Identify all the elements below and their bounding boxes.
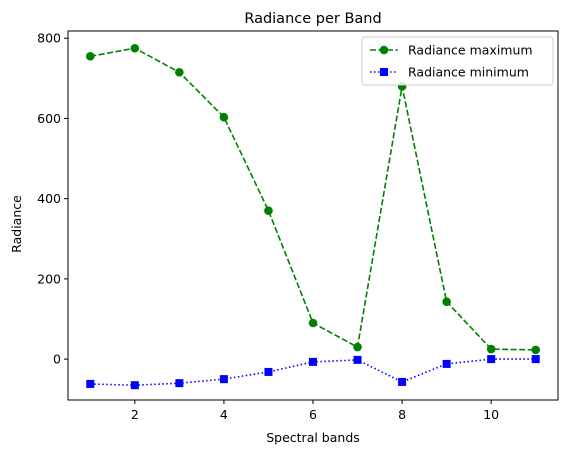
data-point-2-11 xyxy=(531,355,540,364)
data-point-1-3 xyxy=(175,68,184,77)
data-point-2-4 xyxy=(219,375,228,384)
data-point-2-8 xyxy=(398,377,407,386)
data-point-2-10 xyxy=(487,355,496,364)
data-point-2-6 xyxy=(309,357,317,366)
axes-frame xyxy=(67,30,559,401)
legend-label-1: Radiance maximum xyxy=(408,43,533,58)
plot-area xyxy=(85,43,541,390)
data-point-2-3 xyxy=(175,379,184,388)
legend-box xyxy=(361,36,554,86)
y-tick-label-400: 400 xyxy=(37,191,61,206)
data-point-1-6 xyxy=(308,318,318,328)
data-point-1-5 xyxy=(264,206,273,215)
x-axis-label: Spectral bands xyxy=(266,430,360,445)
y-axis-label: Radiance xyxy=(9,195,24,253)
data-point-2-9 xyxy=(442,359,451,368)
x-tick-label-8: 8 xyxy=(398,407,406,422)
y-tick-label-200: 200 xyxy=(37,271,61,286)
chart-title: Radiance per Band xyxy=(244,11,381,27)
data-point-1-9 xyxy=(442,297,451,307)
series-line-1 xyxy=(90,47,536,351)
data-point-2-2 xyxy=(130,381,139,390)
y-tick-label-0: 0 xyxy=(53,352,61,367)
y-tick-label-600: 600 xyxy=(37,111,61,126)
x-tick-label-4: 4 xyxy=(220,407,228,422)
data-point-2-1 xyxy=(86,379,95,388)
data-point-1-7 xyxy=(353,342,362,352)
data-point-1-1 xyxy=(85,51,95,61)
axes: 2 4 6 8 10 0 200 400 600 800 xyxy=(37,30,559,422)
x-tick-label-6: 6 xyxy=(309,407,317,422)
x-tick-label-10: 10 xyxy=(483,407,499,422)
legend: Radiance maximum Radiance minimum xyxy=(361,36,554,86)
data-point-1-10 xyxy=(486,344,496,354)
legend-marker-1 xyxy=(379,45,389,55)
data-point-2-5 xyxy=(264,367,273,376)
legend-label-2: Radiance minimum xyxy=(408,65,529,80)
data-point-1-4 xyxy=(219,112,229,122)
legend-marker-2 xyxy=(380,68,388,76)
y-tick-label-800: 800 xyxy=(37,31,61,46)
data-point-1-2 xyxy=(130,43,140,53)
data-point-1-11 xyxy=(531,345,541,355)
data-point-2-7 xyxy=(353,355,362,364)
x-tick-label-2: 2 xyxy=(131,407,139,422)
